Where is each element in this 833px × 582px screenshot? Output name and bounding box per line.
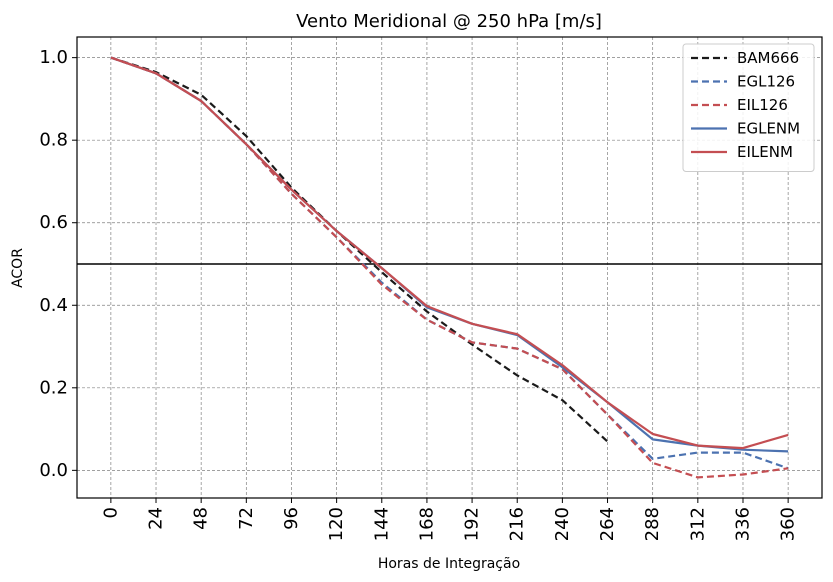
legend-label-eglenm: EGLENM	[737, 120, 800, 138]
y-tick-label: 1.0	[39, 47, 68, 68]
legend-box	[682, 43, 815, 172]
x-axis-label: Horas de Integração	[378, 556, 520, 572]
y-tick-label: 0.6	[39, 212, 68, 233]
x-tick-label: 288	[642, 507, 663, 541]
x-tick-label: 312	[687, 507, 708, 541]
series-group	[110, 56, 789, 479]
legend-label-eil126: EIL126	[737, 96, 788, 114]
plot-frame	[76, 36, 823, 499]
legend-label-eilenm: EILENM	[737, 143, 793, 161]
x-tick-label: 240	[552, 507, 573, 541]
y-tick-label: 0.0	[39, 460, 68, 481]
y-axis-label: ACOR	[10, 248, 26, 288]
y-tick-label: 0.2	[39, 377, 68, 398]
ticks: 0 24 48 72 96 120 144 168 192 216 240 264 288 312 336 3…	[39, 47, 798, 541]
legend: BAM666 EGL126 EIL126 EGLENM EILENM	[682, 43, 815, 172]
x-tick-label: 24	[146, 507, 167, 530]
x-tick-label: 144	[371, 507, 392, 541]
series-line-eilenm	[110, 56, 789, 450]
x-tick-label: 264	[597, 507, 618, 541]
x-tick-label: 72	[236, 507, 257, 530]
x-tick-label: 168	[416, 507, 437, 541]
y-tick-label: 0.4	[39, 295, 68, 316]
series-line-bam666	[110, 56, 609, 443]
x-tick-label: 0	[100, 507, 121, 518]
x-tick-label: 336	[732, 507, 753, 541]
x-tick-label: 216	[507, 507, 528, 541]
x-tick-label: 120	[326, 507, 347, 541]
x-tick-label: 192	[462, 507, 483, 541]
legend-label-egl126: EGL126	[737, 73, 795, 91]
x-tick-label: 96	[281, 507, 302, 530]
y-tick-label: 0.8	[39, 130, 68, 151]
chart-title: Vento Meridional @ 250 hPa [m/s]	[296, 11, 602, 32]
x-tick-label: 360	[778, 507, 799, 541]
x-tick-label: 48	[191, 507, 212, 530]
legend-label-bam666: BAM666	[737, 49, 799, 67]
